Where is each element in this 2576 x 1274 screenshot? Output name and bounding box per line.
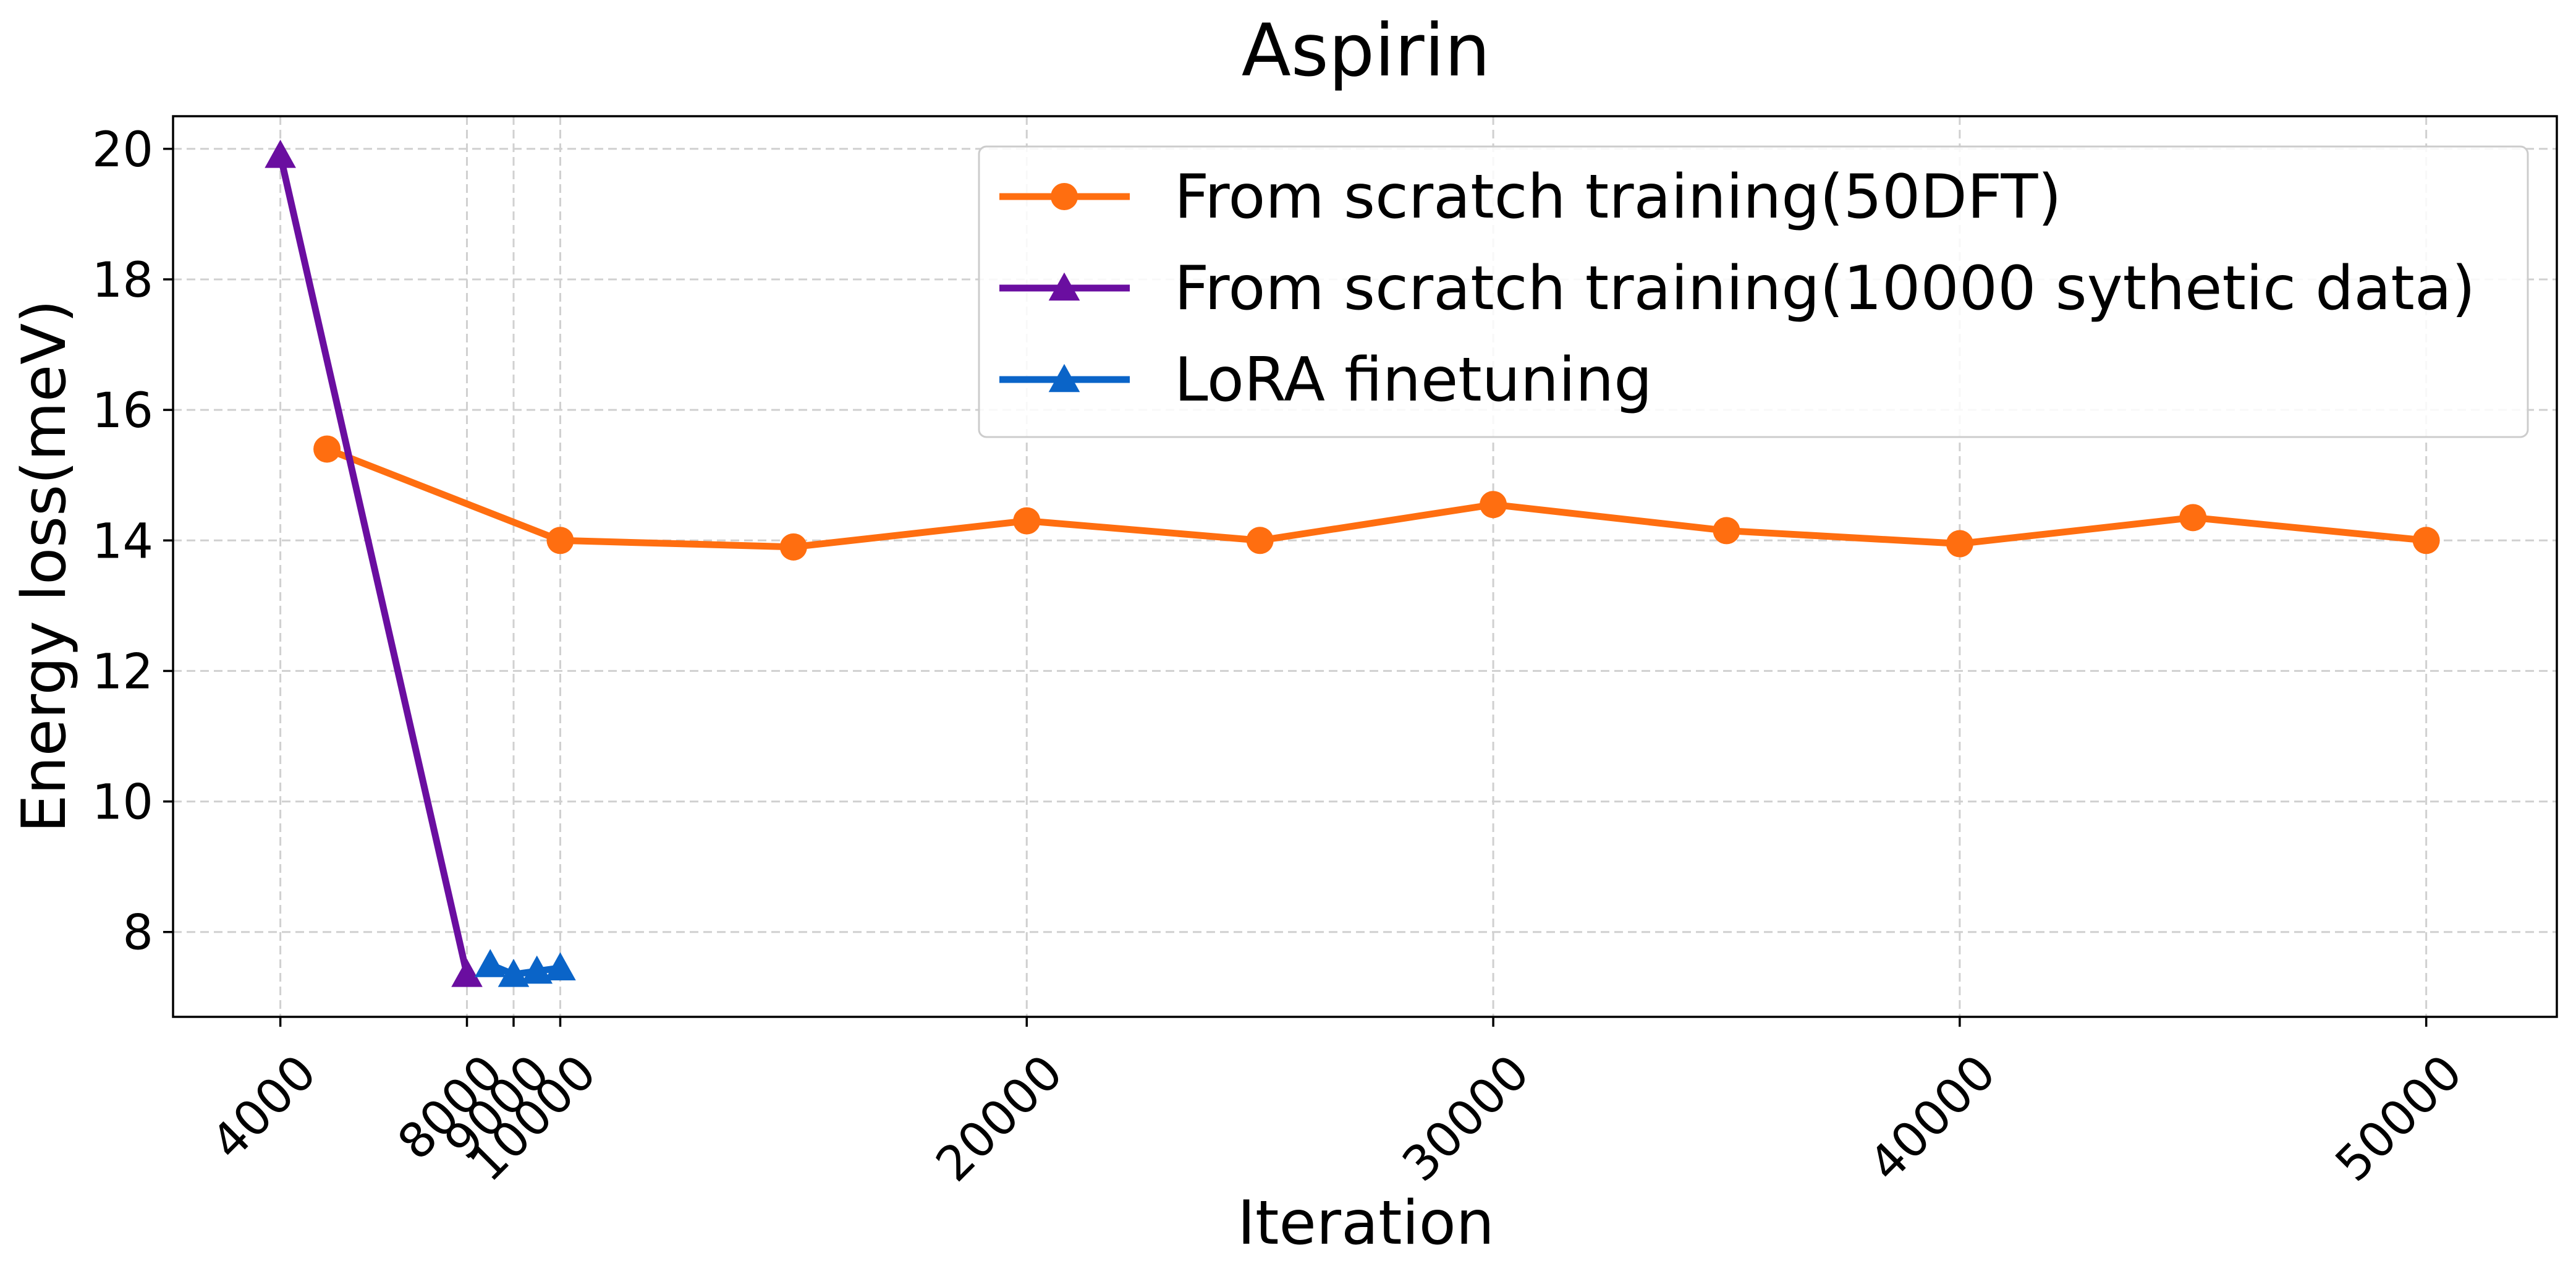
y-tick-label: 14 (92, 514, 153, 569)
data-point (1013, 507, 1041, 535)
chart-title: Aspirin (1242, 8, 1491, 93)
data-point (1713, 517, 1740, 545)
data-point (2412, 527, 2440, 554)
data-point (779, 533, 807, 561)
data-point (451, 959, 483, 987)
y-axis-label: Energy loss(meV) (9, 300, 80, 833)
x-tick-label: 30000 (1392, 1045, 1540, 1192)
series-3 (474, 949, 576, 987)
series-line (489, 961, 561, 978)
legend-label: From scratch training(10000 sythetic dat… (1174, 253, 2475, 324)
data-point (544, 952, 576, 981)
x-tick-label: 50000 (2325, 1045, 2473, 1192)
data-point (1946, 530, 1973, 558)
series-2 (265, 140, 483, 987)
y-tick-label: 16 (92, 383, 153, 439)
legend-marker (1051, 183, 1078, 210)
data-point (2179, 504, 2207, 532)
series-line (326, 446, 2427, 551)
plot-frame (172, 115, 2558, 1018)
x-axis-label: Iteration (1237, 1188, 1494, 1259)
legend-items: From scratch training(50DFT) From scratch… (999, 162, 2475, 415)
legend-entry: From scratch training(50DFT) (999, 162, 2062, 232)
data-point (521, 955, 553, 984)
y-tick-label: 10 (92, 775, 153, 831)
x-tick-label: 40000 (1858, 1045, 2006, 1192)
legend-entry: From scratch training(10000 sythetic dat… (999, 253, 2475, 324)
series-line (277, 155, 470, 975)
y-tick-label: 8 (122, 906, 153, 961)
legend: From scratch training(50DFT) From scratch… (978, 145, 2529, 438)
data-point (546, 527, 574, 554)
data-point (1480, 491, 1507, 519)
legend-entry: LoRA finetuning (999, 345, 1652, 415)
legend-marker (1048, 363, 1080, 393)
data-point (1246, 527, 1274, 554)
legend-marker (1048, 272, 1080, 301)
legend-label: From scratch training(50DFT) (1174, 162, 2062, 232)
y-tick-label: 20 (92, 122, 153, 178)
y-tick-label: 18 (92, 253, 153, 308)
series-1 (313, 435, 2440, 561)
data-point (498, 959, 530, 987)
data-point (474, 949, 506, 977)
x-tick-label: 20000 (926, 1045, 1074, 1192)
data-point (313, 435, 341, 463)
x-tick-label: 4000 (201, 1045, 327, 1171)
y-tick-label: 12 (92, 644, 153, 700)
legend-box (978, 145, 2529, 438)
series-layer (265, 140, 2440, 987)
legend-label: LoRA finetuning (1174, 345, 1652, 415)
data-point (265, 140, 296, 168)
